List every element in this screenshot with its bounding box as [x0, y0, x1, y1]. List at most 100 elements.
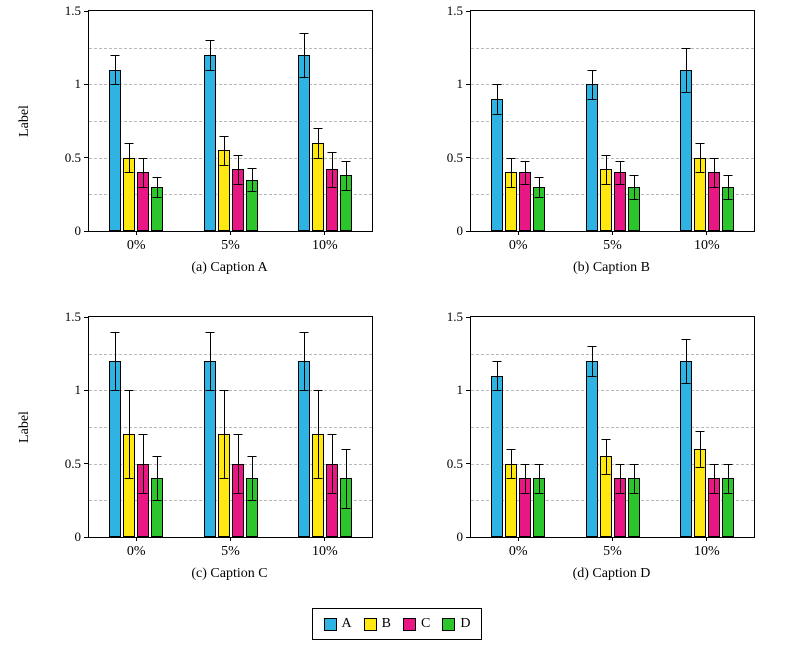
x-tick-mark [230, 537, 231, 541]
error-bar-cap [520, 463, 530, 465]
x-tick-mark [517, 231, 519, 235]
error-bar [525, 463, 527, 493]
y-tick-mark [466, 157, 471, 159]
y-axis-label: Label [17, 105, 32, 137]
x-tick-mark [517, 537, 519, 541]
legend-row: A B C D [0, 608, 794, 640]
error-bar-cap [601, 438, 610, 440]
y-tick-label: 1 [456, 382, 464, 398]
error-bar [511, 157, 513, 187]
error-bar [209, 331, 211, 391]
chart-panel-c: Label 0 0.5 1 1.5 0% 5% 10% (c) Caption C [0, 309, 382, 582]
error-bar-cap [313, 157, 323, 159]
error-bar-cap [233, 493, 242, 494]
error-bar [685, 339, 687, 383]
legend-swatch-b [363, 617, 377, 631]
chart-caption-d: (d) Caption D [572, 566, 651, 581]
error-bar-cap [138, 434, 148, 436]
y-tick-label: 0.5 [446, 149, 463, 165]
error-bar [209, 40, 211, 70]
error-bar-cap [124, 172, 134, 174]
legend-swatch-a [323, 617, 337, 631]
error-bar-cap [615, 160, 624, 162]
chart-row-top: Label 0 0.5 1 1.5 0% 5% 10% (a) Caption A 0 0.5… [0, 3, 794, 276]
legend-entry-b: B [363, 616, 391, 632]
error-bar [157, 176, 159, 198]
error-bar-cap [341, 449, 351, 450]
error-bar-cap [492, 113, 502, 115]
x-tick-mark [324, 231, 326, 235]
gridline [89, 84, 372, 86]
error-bar [713, 157, 715, 187]
x-tick-label: 10% [311, 238, 338, 253]
error-bar-cap [534, 463, 544, 465]
x-tick-label: 10% [693, 544, 720, 559]
x-tick-label: 10% [311, 544, 338, 559]
error-bar-cap [492, 390, 502, 392]
x-tick-label: 0% [508, 544, 528, 559]
legend-label-c: C [421, 616, 431, 631]
chart-panel-b: 0 0.5 1 1.5 0% 5% 10% (b) Caption B [382, 3, 764, 276]
x-tick-label: 5% [221, 238, 240, 253]
error-bar-cap [695, 143, 705, 144]
error-bar [237, 434, 239, 493]
x-tick-label: 0% [126, 544, 146, 559]
y-axis-label: Label [17, 411, 32, 443]
error-bar-cap [629, 463, 638, 465]
y-tick-label: 0 [456, 223, 464, 238]
error-bar [539, 463, 541, 493]
error-bar-cap [681, 91, 691, 93]
error-bar-cap [695, 466, 705, 468]
error-bar-cap [152, 176, 162, 178]
y-tick-mark [466, 10, 471, 12]
x-tick-mark [612, 231, 613, 235]
y-tick-label: 1.5 [64, 309, 81, 324]
error-bar-cap [520, 160, 530, 162]
error-bar-cap [327, 187, 337, 188]
error-bar-cap [110, 390, 120, 392]
error-bar [129, 390, 131, 479]
y-tick-label: 1.5 [64, 3, 81, 18]
error-bar [633, 175, 635, 199]
error-bar-cap [299, 331, 309, 333]
chart-row-bottom: Label 0 0.5 1 1.5 0% 5% 10% (c) Caption C 0 0.5… [0, 309, 794, 582]
y-tick-label: 1.5 [446, 309, 463, 324]
error-bar [591, 346, 593, 376]
y-tick-mark [84, 463, 89, 465]
gridline [471, 47, 754, 49]
gridline [471, 157, 754, 159]
y-tick-mark [84, 536, 89, 538]
error-bar-cap [233, 434, 242, 436]
gridline [471, 194, 754, 196]
gridline [471, 353, 754, 355]
error-bar [129, 143, 131, 173]
error-bar-cap [615, 184, 624, 186]
error-bar-cap [152, 500, 162, 502]
error-bar [317, 390, 319, 479]
error-bar [157, 456, 159, 501]
chart-panel-a: Label 0 0.5 1 1.5 0% 5% 10% (a) Caption A [0, 3, 382, 276]
error-bar [251, 456, 253, 501]
error-bar-cap [695, 431, 705, 433]
x-tick-mark [706, 231, 708, 235]
legend-label-a: A [341, 616, 352, 631]
error-bar-cap [152, 197, 162, 199]
gridline [471, 121, 754, 122]
error-bar-cap [492, 361, 502, 362]
error-bar [619, 160, 621, 185]
error-bar [497, 361, 499, 391]
y-tick-mark [466, 230, 471, 232]
y-tick-label: 0 [74, 223, 82, 238]
error-bar-cap [506, 187, 516, 188]
error-bar-cap [327, 151, 337, 153]
x-tick-label: 0% [508, 238, 528, 253]
chart-caption-b: (b) Caption B [573, 260, 650, 275]
error-bar [539, 176, 541, 198]
error-bar [237, 154, 239, 185]
error-bar-cap [152, 456, 162, 458]
error-bar-cap [709, 187, 719, 188]
error-bar [727, 175, 729, 199]
error-bar-cap [506, 478, 516, 480]
error-bar [303, 331, 305, 391]
error-bar [727, 463, 729, 493]
